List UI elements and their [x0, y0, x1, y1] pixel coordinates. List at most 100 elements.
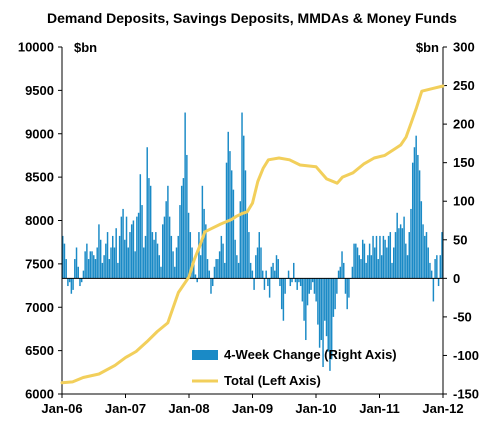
bar	[436, 255, 438, 279]
left-tick-label: 7500	[25, 256, 54, 271]
bar	[384, 239, 386, 279]
bar	[239, 201, 242, 279]
total-line	[60, 84, 445, 385]
bar	[172, 251, 174, 279]
right-tick-label: 100	[453, 194, 475, 209]
bar	[427, 247, 429, 279]
bar	[418, 170, 421, 279]
bar	[165, 201, 167, 279]
bar	[134, 251, 136, 279]
bar	[415, 135, 417, 279]
left-tick-label: 7000	[25, 300, 54, 315]
bar	[441, 232, 443, 279]
bar	[417, 154, 419, 279]
bar	[432, 278, 435, 302]
bar	[161, 224, 164, 279]
bar	[193, 262, 195, 279]
bar	[360, 259, 362, 279]
bar	[251, 270, 254, 279]
bar	[211, 278, 214, 287]
bar	[258, 232, 260, 279]
bar	[132, 220, 135, 279]
bar	[77, 266, 79, 279]
bar	[86, 243, 88, 279]
bar	[296, 278, 298, 290]
bar	[339, 266, 342, 279]
bar	[434, 259, 436, 279]
tick-labels: 6000 6500 7000 7500 8000 8500 9000 9500 10000 -15…	[18, 40, 479, 417]
right-tick-label: 200	[453, 117, 475, 132]
bar	[261, 270, 264, 279]
bar	[268, 278, 271, 298]
bar	[120, 216, 123, 279]
bar	[194, 274, 197, 279]
bar	[215, 259, 217, 279]
legend: 4-Week Change (Right Axis) Total (Left Ax…	[192, 347, 397, 388]
bar	[375, 235, 378, 279]
bar	[237, 262, 240, 279]
bar	[422, 224, 424, 279]
bar	[113, 247, 116, 279]
bar	[287, 270, 290, 279]
bar	[253, 278, 255, 290]
bar	[267, 278, 269, 287]
x-tick-label: Jan-10	[295, 401, 336, 416]
bar	[187, 212, 190, 279]
bar	[175, 247, 178, 279]
bar	[206, 259, 209, 279]
x-tick-label: Jan-07	[105, 401, 146, 416]
bar	[346, 278, 348, 310]
bar	[367, 255, 369, 279]
bar	[101, 262, 104, 279]
bar	[151, 232, 154, 279]
bar	[315, 278, 317, 302]
bar	[82, 270, 85, 279]
bar	[98, 224, 100, 279]
bar	[146, 147, 148, 279]
bar	[84, 251, 86, 279]
bar	[334, 278, 336, 310]
bar	[299, 278, 302, 287]
bar	[87, 259, 90, 279]
bar	[379, 235, 381, 279]
bar	[141, 205, 143, 279]
bar	[232, 189, 235, 279]
bar	[301, 278, 304, 302]
bar	[79, 278, 81, 287]
bar-series	[62, 112, 443, 371]
bar	[248, 232, 250, 279]
bar	[125, 216, 128, 279]
bar	[199, 255, 202, 279]
bar	[380, 255, 383, 279]
left-tick-label: 10000	[18, 40, 54, 55]
bar	[365, 262, 367, 279]
bar	[310, 278, 312, 290]
bar	[122, 208, 124, 279]
bar	[127, 247, 129, 279]
right-tick-label: 250	[453, 78, 475, 93]
x-tick-label: Jan-12	[422, 401, 463, 416]
left-tick-label: 8500	[25, 170, 54, 185]
bar	[170, 235, 173, 279]
left-unit-label: $bn	[74, 40, 97, 55]
bar	[320, 278, 323, 341]
bar	[337, 270, 340, 279]
bar	[108, 259, 111, 279]
bar	[179, 205, 181, 279]
bar	[377, 259, 379, 279]
bar	[322, 278, 324, 368]
bar	[332, 278, 335, 317]
bar	[403, 216, 405, 279]
bar	[110, 247, 112, 279]
chart-title: Demand Deposits, Savings Deposits, MMDAs…	[47, 10, 457, 26]
bar	[99, 239, 102, 279]
bar	[156, 243, 159, 279]
bar	[280, 278, 283, 310]
bar	[411, 162, 414, 279]
bar	[189, 232, 192, 279]
bar	[391, 262, 393, 279]
bar	[425, 232, 428, 279]
bar	[68, 278, 71, 283]
